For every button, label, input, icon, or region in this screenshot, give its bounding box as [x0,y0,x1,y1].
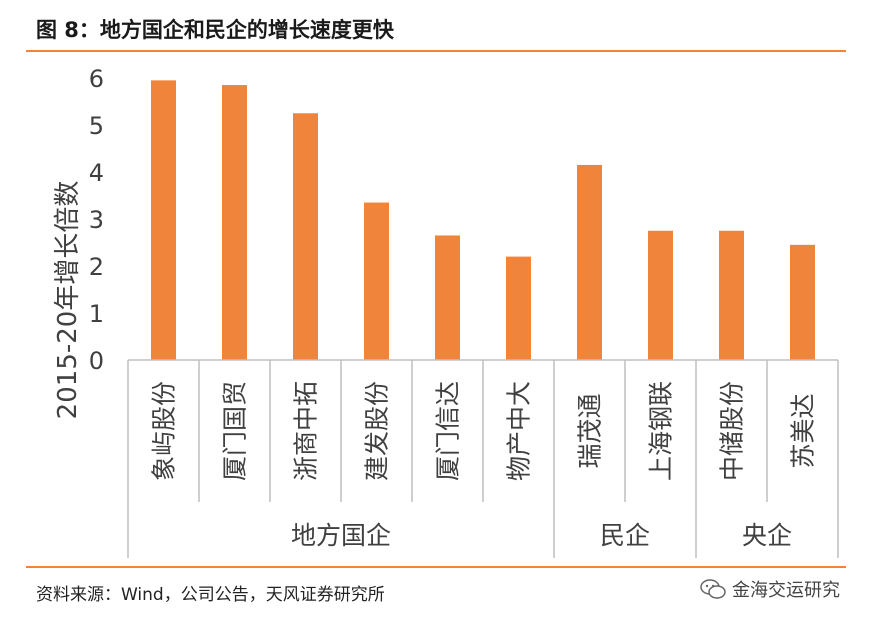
bar [293,113,318,360]
axes [127,359,839,558]
y-tick-label: 2 [89,253,104,281]
group-labels: 地方国企 民企 央企 [291,521,792,550]
bars [151,80,815,361]
x-tick-label: 苏美达 [789,393,818,468]
y-tick-label: 3 [89,206,104,234]
chart-title: 图 8：地方国企和民企的增长速度更快 [36,18,394,42]
group-label: 央企 [742,521,792,550]
bar [222,85,247,361]
y-tick-label: 1 [89,300,104,328]
y-tick-label: 5 [89,112,104,140]
bar [364,202,389,360]
x-tick-label: 浙商中拓 [292,381,321,481]
x-tick-label: 上海钢联 [647,381,676,481]
bar-chart: 0 1 2 3 4 5 6 2015-20年增长倍数 象屿股份 厦门国贸 浙商中拓 建发股份 厦门信… [53,65,839,558]
group-label: 民企 [600,521,650,550]
x-tick-label: 瑞茂通 [576,393,605,468]
x-tick-label: 物产中大 [505,381,534,481]
y-axis-label: 2015-20年增长倍数 [53,181,83,420]
footer-divider [26,566,846,568]
bar [719,230,744,360]
y-axis-ticks: 0 1 2 3 4 5 6 [89,65,104,375]
bar [506,256,531,360]
y-tick-label: 6 [89,65,104,93]
x-tick-label: 厦门信达 [434,381,463,481]
bar [435,235,460,360]
bar [648,230,673,360]
x-tick-label: 建发股份 [363,381,392,481]
x-tick-label: 厦门国贸 [221,381,250,481]
bar [790,244,815,360]
x-tick-label: 象屿股份 [150,381,179,481]
group-label: 地方国企 [291,521,391,550]
bar [577,164,602,360]
bar [151,80,176,360]
title-divider [26,50,846,52]
y-tick-label: 4 [89,159,104,187]
y-tick-label: 0 [89,347,104,375]
brand-watermark: 金海交运研究 [700,576,840,602]
x-tick-label: 中储股份 [718,381,747,481]
brand-name: 金海交运研究 [732,580,840,601]
source-note: 资料来源：Wind，公司公告，天风证券研究所 [36,585,385,605]
x-axis-labels: 象屿股份 厦门国贸 浙商中拓 建发股份 厦门信达 物产中大 瑞茂通 上海钢联 中储股份 苏美达 [150,381,818,481]
wechat-icon [700,579,726,599]
